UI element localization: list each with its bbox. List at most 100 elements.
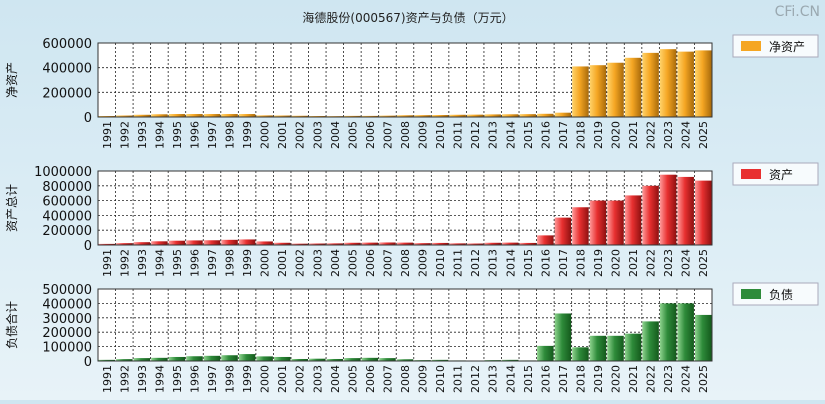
bar: [344, 242, 361, 245]
bar: [449, 114, 466, 117]
x-tick-label: 1998: [224, 249, 237, 277]
x-tick-label: 2020: [610, 121, 623, 149]
y-tick-label: 0: [84, 111, 92, 126]
bar: [361, 357, 379, 361]
x-tick-label: 2002: [294, 365, 307, 393]
y-tick-label: 400000: [42, 297, 92, 312]
bar: [273, 242, 291, 245]
x-tick-label: 2023: [662, 365, 675, 393]
bar: [502, 242, 519, 245]
y-tick-label: 400000: [42, 209, 92, 224]
x-tick-label: 2011: [452, 121, 465, 149]
x-tick-label: 2009: [417, 365, 430, 393]
x-tick-label: 2007: [381, 365, 394, 393]
bar: [168, 240, 186, 245]
bar: [466, 114, 484, 117]
legend-swatch: [741, 169, 761, 179]
x-tick-label: 1994: [153, 249, 166, 277]
y-tick-label: 800000: [42, 180, 92, 195]
x-tick-label: 2001: [276, 249, 289, 277]
x-tick-label: 2013: [487, 249, 500, 277]
bar: [238, 354, 256, 361]
bar: [379, 242, 396, 245]
x-tick-label: 1999: [241, 121, 254, 149]
chart-title: 海德股份(000567)资产与负债（万元）: [302, 10, 513, 25]
bar: [694, 314, 712, 361]
x-tick-label: 2000: [259, 121, 272, 149]
x-tick-label: 2013: [487, 121, 500, 149]
bar: [326, 358, 344, 361]
bar: [607, 200, 624, 245]
bar: [256, 115, 273, 117]
bar: [221, 239, 238, 245]
bar: [291, 115, 308, 117]
bar: [589, 335, 607, 361]
x-tick-label: 2019: [592, 365, 605, 393]
y-tick-label: 200000: [42, 326, 92, 341]
bar: [642, 52, 659, 117]
bar: [431, 242, 449, 245]
y-tick-label: 0: [84, 239, 92, 254]
bar: [396, 242, 414, 245]
x-tick-label: 1993: [136, 121, 149, 149]
bar: [133, 114, 151, 117]
x-tick-label: 2015: [522, 249, 535, 277]
bar: [572, 66, 589, 117]
bar: [537, 235, 554, 245]
x-tick-label: 2005: [346, 249, 359, 277]
bar: [344, 115, 361, 117]
x-tick-label: 2001: [276, 365, 289, 393]
bar: [238, 239, 256, 245]
bar: [519, 242, 537, 245]
legend-label: 负债: [769, 288, 793, 302]
bar: [624, 333, 642, 361]
legend-swatch: [741, 41, 761, 51]
x-tick-label: 1993: [136, 365, 149, 393]
x-tick-label: 1992: [118, 249, 131, 277]
bar: [502, 114, 519, 117]
x-tick-label: 2007: [381, 249, 394, 277]
bar: [677, 51, 694, 118]
y-tick-label: 100000: [42, 341, 92, 356]
x-tick-label: 2009: [417, 249, 430, 277]
x-tick-label: 2007: [381, 121, 394, 149]
bar: [379, 115, 396, 117]
legend-box: [732, 34, 819, 58]
bar: [642, 185, 659, 245]
x-tick-label: 2017: [557, 249, 570, 277]
x-tick-label: 2017: [557, 365, 570, 393]
x-tick-label: 1997: [206, 249, 219, 277]
plot-border: [97, 288, 713, 362]
x-tick-label: 2015: [522, 365, 535, 393]
x-tick-label: 2021: [627, 365, 640, 393]
x-tick-label: 2010: [434, 365, 447, 393]
x-tick-label: 1993: [136, 249, 149, 277]
bar: [624, 57, 642, 117]
y-tick-label: 600000: [42, 37, 92, 52]
x-tick-label: 2002: [294, 249, 307, 277]
x-tick-label: 2011: [452, 249, 465, 277]
bar: [659, 303, 677, 361]
x-tick-label: 2013: [487, 365, 500, 393]
bar: [554, 313, 572, 361]
bar: [116, 359, 133, 361]
bar: [396, 115, 414, 117]
bar: [291, 243, 308, 245]
plot-border: [97, 42, 713, 118]
bar: [256, 241, 273, 245]
x-tick-label: 2012: [469, 365, 482, 393]
bar: [309, 358, 326, 361]
x-tick-label: 2012: [469, 249, 482, 277]
x-tick-label: 2008: [399, 249, 412, 277]
bar: [502, 359, 519, 361]
bar: [677, 176, 694, 245]
x-tick-label: 1996: [188, 121, 201, 149]
bar: [572, 207, 589, 245]
x-tick-label: 2003: [311, 249, 324, 277]
bar: [694, 50, 712, 117]
x-tick-label: 1996: [188, 249, 201, 277]
bar: [256, 356, 273, 361]
bar: [116, 243, 133, 245]
y-tick-label: 400000: [42, 62, 92, 77]
